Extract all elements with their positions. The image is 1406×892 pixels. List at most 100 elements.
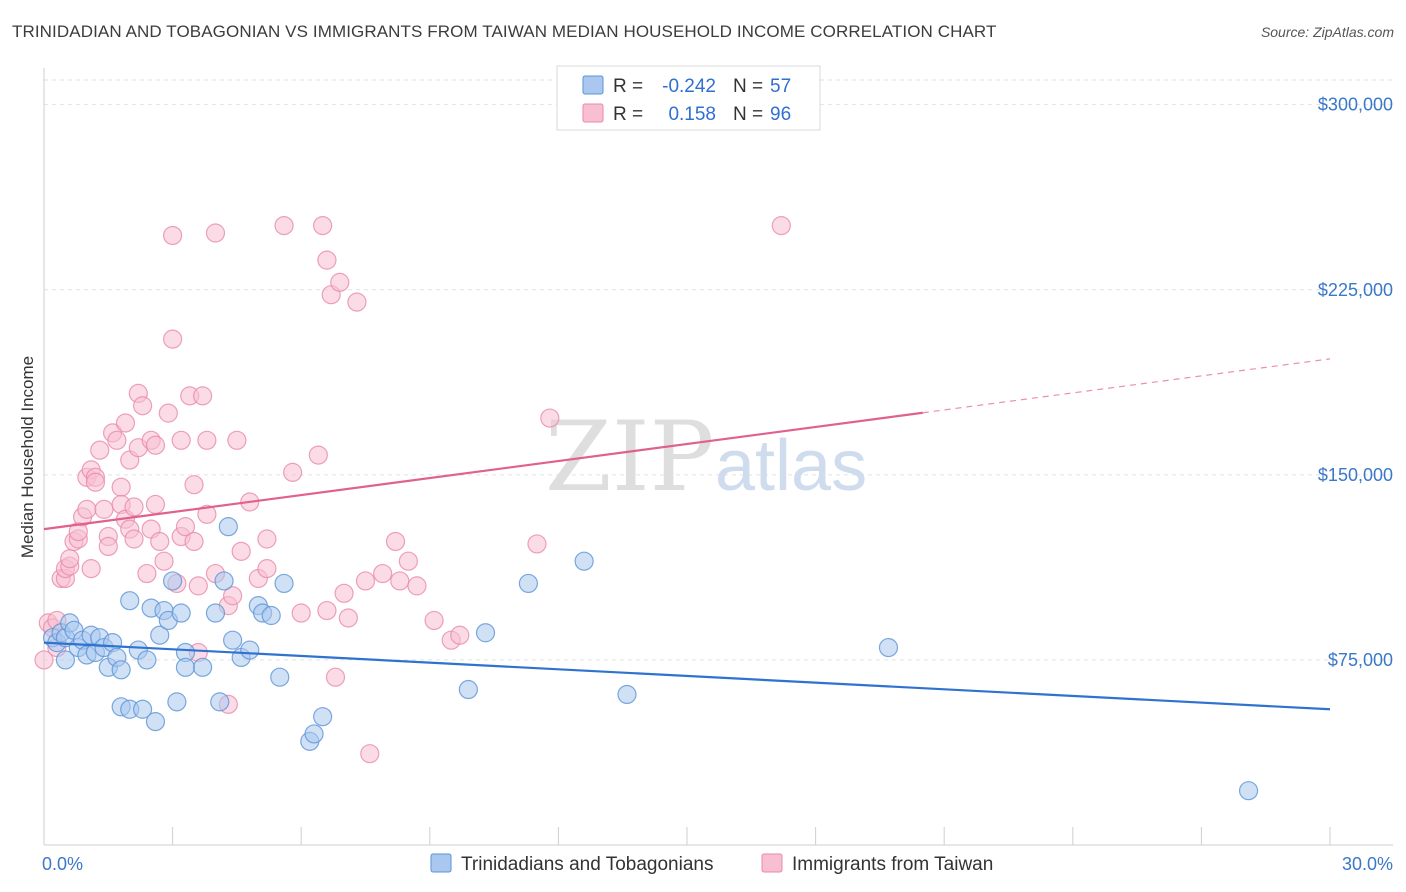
trinidadian-point [1238,781,1259,801]
trinidadian-point [617,684,637,705]
taiwan-point [175,517,196,537]
trinidadian-point [218,517,238,537]
taiwan-point [145,494,166,515]
taiwan-point [450,625,470,645]
trinidadian-point [574,551,594,571]
trinidadian-point [120,591,140,611]
trinidadian-point [878,637,899,658]
taiwan-point [308,445,328,465]
taiwan-point [163,329,183,349]
trinidadian-point [214,571,234,591]
legend-r-label: R = [613,104,643,125]
taiwan-point [171,430,191,450]
axes [43,68,1393,846]
series-trinidadian-points [42,517,1259,801]
y-tick-label: $225,000 [1318,280,1393,300]
taiwan-point [325,667,346,687]
taiwan-point [188,576,208,596]
taiwan-point [115,413,136,433]
taiwan-point [85,472,106,492]
trinidadian-point [458,679,478,700]
trinidadian-trend-line [43,641,1331,711]
taiwan-point [283,462,303,482]
legend-swatch-blue [582,75,604,95]
taiwan-point [257,529,277,549]
taiwan-point [338,608,358,628]
taiwan-point [205,223,226,243]
trinidadian-point [167,692,187,712]
bottom-legend-label-blue: Trinidadians and Tobagonians [461,854,713,875]
taiwan-point [223,586,243,606]
watermark-atlas: atlas [715,426,867,506]
taiwan-point [193,386,213,406]
legend-r-label: R = [613,76,643,97]
taiwan-point [197,504,217,524]
taiwan-point [145,435,166,455]
trinidadian-point [55,650,76,670]
series-taiwan-points [34,215,791,764]
taiwan-point [158,403,178,423]
taiwan-point [347,292,367,312]
series-legend: Trinidadians and Tobagonians Immigrants … [430,853,993,875]
taiwan-point [360,744,380,764]
bottom-legend-swatch-pink [761,853,783,873]
y-axis-ticks: $75,000 $150,000 $225,000 $300,000 [1318,95,1393,670]
watermark-zip: ZIP [545,401,714,513]
taiwan-trend-line-dashed [922,358,1331,414]
taiwan-point [150,531,170,552]
trinidadian-point [270,667,290,687]
taiwan-point [291,603,311,623]
y-tick-label: $150,000 [1318,465,1393,485]
trinidadian-point [111,660,131,680]
taiwan-point [527,534,547,554]
taiwan-point [227,430,247,450]
trinidadian-point [223,630,243,650]
taiwan-point [184,531,204,552]
taiwan-point [390,571,410,591]
trinidadian-point [171,603,191,623]
taiwan-point [398,551,418,571]
trinidadian-point [132,699,153,719]
legend-swatch-pink [582,103,604,123]
trinidadian-point [193,657,213,677]
trinidadian-point [518,573,538,594]
taiwan-point [184,475,204,495]
trend-lines [43,358,1331,711]
taiwan-point [334,583,354,603]
taiwan-point [77,499,97,519]
taiwan-point [107,430,127,450]
y-axis-label: Median Household Income [18,356,37,558]
legend-n-label: N = [733,76,763,97]
chart-title: TRINIDADIAN AND TOBAGONIAN VS IMMIGRANTS… [12,22,997,41]
legend-n-label: N = [733,104,763,125]
trinidadian-point [313,707,333,727]
taiwan-point [313,215,333,236]
trinidadian-point [145,712,166,732]
taiwan-point [111,477,131,497]
legend-r-value-blue: -0.242 [662,76,716,97]
x-tick-max: 30.0% [1342,854,1393,874]
taiwan-point [94,499,114,519]
y-tick-label: $300,000 [1318,95,1393,115]
taiwan-point [317,600,337,621]
taiwan-point [124,497,144,517]
taiwan-point [317,250,337,270]
taiwan-point [124,529,144,549]
taiwan-point [540,408,560,428]
source-credit: Source: ZipAtlas.com [1260,24,1394,40]
taiwan-point [385,531,406,552]
legend-r-value-pink: 0.158 [668,104,716,125]
taiwan-point [330,272,350,292]
taiwan-point [34,650,54,670]
taiwan-point [197,430,217,450]
taiwan-point [60,549,80,569]
trinidadian-point [175,657,196,677]
trinidadian-point [304,724,324,744]
taiwan-point [231,541,251,561]
legend-n-value-blue: 57 [770,76,791,97]
trinidadian-point [150,625,170,645]
bottom-legend-label-pink: Immigrants from Taiwan [792,854,993,875]
taiwan-point [355,571,376,591]
taiwan-point [771,215,791,236]
